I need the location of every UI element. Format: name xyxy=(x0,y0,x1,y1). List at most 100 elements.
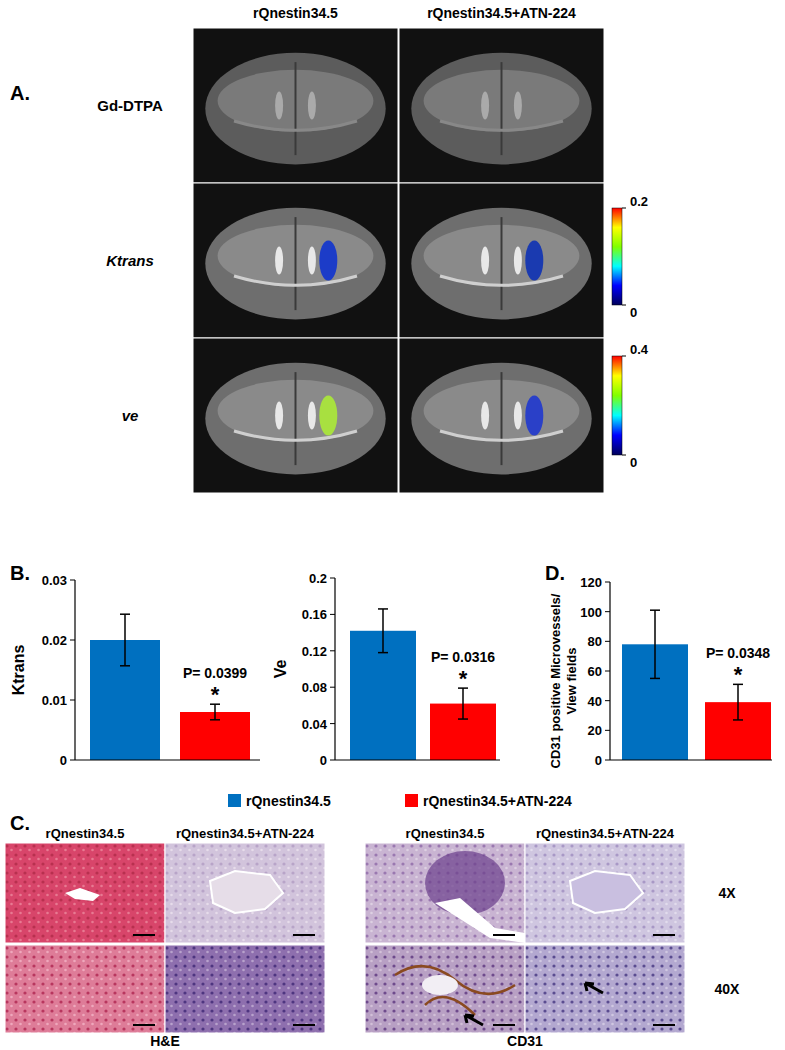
y-tick xyxy=(330,578,335,579)
x-axis xyxy=(610,759,772,760)
error-cap xyxy=(120,613,130,615)
y-tick-label: 60 xyxy=(588,664,602,679)
tissue-gap xyxy=(435,898,525,943)
error-bar xyxy=(733,684,743,720)
y-tick-label: 0 xyxy=(320,753,327,768)
histology-image xyxy=(525,843,685,943)
y-tick-label: 0.03 xyxy=(42,573,67,588)
mri-image xyxy=(193,338,398,493)
bar xyxy=(180,712,250,760)
mri-bg xyxy=(193,338,398,493)
ventricle xyxy=(481,247,489,275)
column-header: rQnestin34.5+ATN-224 xyxy=(427,5,576,21)
scale-bar xyxy=(493,934,515,936)
y-tick-label: 0 xyxy=(595,753,602,768)
colorbar-label: 0.4 xyxy=(630,342,649,357)
ventricle xyxy=(308,92,316,120)
magnification: 4X xyxy=(718,885,736,901)
error-line xyxy=(124,614,126,666)
mri-image xyxy=(399,183,604,338)
error-line xyxy=(382,609,384,653)
y-tick-label: 0 xyxy=(60,753,67,768)
error-cap xyxy=(650,609,660,611)
midline xyxy=(501,372,503,465)
stain-label: H&E xyxy=(150,1033,180,1049)
ventricle xyxy=(275,247,283,275)
y-tick-label: 0.01 xyxy=(42,693,67,708)
vessel-lumen xyxy=(422,975,458,995)
colorbar xyxy=(612,356,622,455)
y-axis xyxy=(334,578,335,760)
panel-letter: D. xyxy=(545,562,565,584)
tissue xyxy=(365,945,525,1033)
tissue xyxy=(365,843,525,943)
brain xyxy=(205,208,385,320)
bars xyxy=(622,610,771,760)
column-header: rQnestin34.5 xyxy=(46,826,125,841)
p-value: P= 0.0399 xyxy=(183,665,247,681)
corpus xyxy=(234,431,357,440)
histology-image xyxy=(165,945,325,1033)
mri-bg xyxy=(193,183,398,338)
histology-image xyxy=(165,843,325,943)
y-axis-title: CD31 positive Microvessels/ xyxy=(548,593,563,768)
brain xyxy=(411,53,591,165)
legend-label: rQnestin34.5 xyxy=(246,793,331,809)
colorbar xyxy=(612,208,622,305)
colorbar-tick xyxy=(622,455,626,456)
corpus xyxy=(440,276,563,285)
tumor-outline xyxy=(570,871,643,913)
brain xyxy=(411,363,591,475)
tissue xyxy=(165,843,325,943)
tumor-map xyxy=(525,241,543,281)
y-tick-label: 100 xyxy=(580,605,602,620)
mri-image xyxy=(399,338,604,493)
y-tick-label: 0.08 xyxy=(302,680,327,695)
brain xyxy=(205,53,385,165)
tumor-outline xyxy=(210,871,283,913)
y-tick-label: 0.02 xyxy=(42,633,67,648)
column-header: rQnestin34.5 xyxy=(406,826,485,841)
y-tick xyxy=(605,671,610,672)
mri-bg xyxy=(193,28,398,183)
legend-swatch xyxy=(405,794,418,807)
bar-chart: 020406080100120CD31 positive Microvessel… xyxy=(548,575,772,768)
y-tick xyxy=(330,614,335,615)
y-tick xyxy=(70,700,75,701)
y-tick xyxy=(330,723,335,724)
tumor-map xyxy=(319,241,337,281)
tumor-map xyxy=(319,396,337,436)
scale-bar xyxy=(293,1024,315,1026)
y-axis-title: View fields xyxy=(564,648,579,715)
colorbar-label: 0.2 xyxy=(630,194,648,209)
tumor-map xyxy=(525,396,543,436)
y-axis-title: Ve xyxy=(272,660,289,679)
legend-swatch xyxy=(228,794,241,807)
y-tick-label: 0.12 xyxy=(302,644,327,659)
error-bar xyxy=(458,688,468,719)
column-header: rQnestin34.5 xyxy=(253,5,338,21)
y-axis xyxy=(74,580,75,760)
y-tick xyxy=(330,760,335,761)
error-line xyxy=(737,684,739,720)
error-line xyxy=(462,688,464,719)
mri-bg xyxy=(399,183,604,338)
error-line xyxy=(654,610,656,678)
histology-image xyxy=(365,843,525,943)
tissue xyxy=(5,843,165,943)
y-tick-label: 0.16 xyxy=(302,607,327,622)
histology-image xyxy=(525,945,685,1033)
bar-chart: 00.010.020.03KtransP= 0.0399* xyxy=(10,573,260,768)
mri-image xyxy=(193,183,398,338)
y-tick xyxy=(70,640,75,641)
ventricle xyxy=(308,247,316,275)
brain xyxy=(205,363,385,475)
error-cap xyxy=(378,608,388,610)
midline xyxy=(501,62,503,155)
error-cap xyxy=(458,718,468,720)
y-tick xyxy=(605,700,610,701)
scale-bar xyxy=(293,934,315,936)
significance: * xyxy=(211,682,220,707)
y-tick-label: 80 xyxy=(588,634,602,649)
histology-image xyxy=(5,945,165,1033)
